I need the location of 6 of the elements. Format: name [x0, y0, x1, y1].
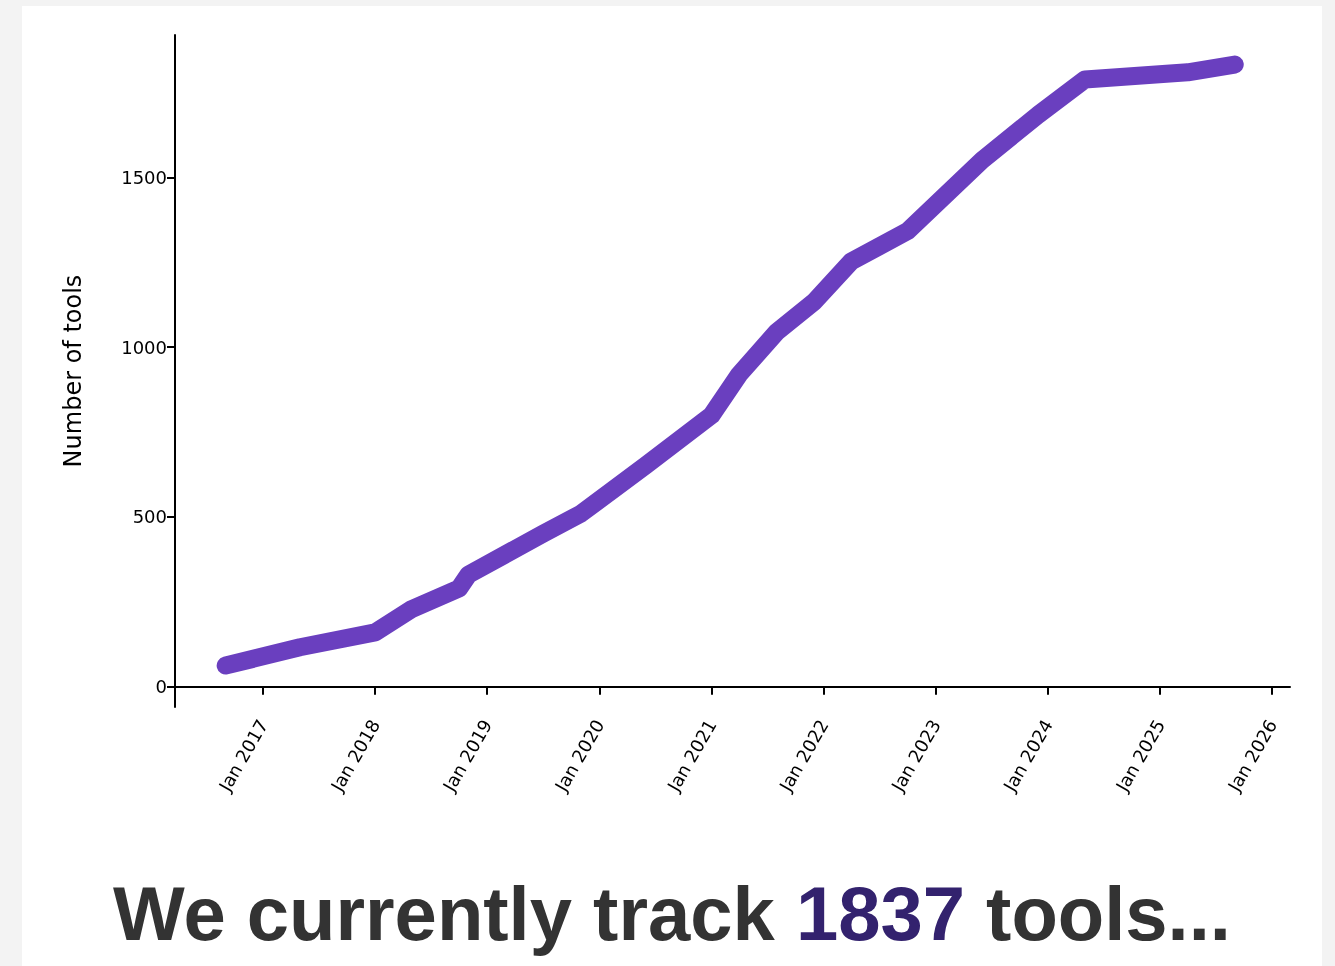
y-tick-label: 1500 [121, 167, 167, 189]
y-tick-label: 1000 [121, 336, 167, 358]
y-axis-title: Number of tools [59, 274, 87, 468]
text: We currently track 1837 tools... [113, 870, 1231, 956]
y-tick-label: 500 [132, 506, 167, 528]
y-tick-label: 0 [155, 676, 167, 698]
